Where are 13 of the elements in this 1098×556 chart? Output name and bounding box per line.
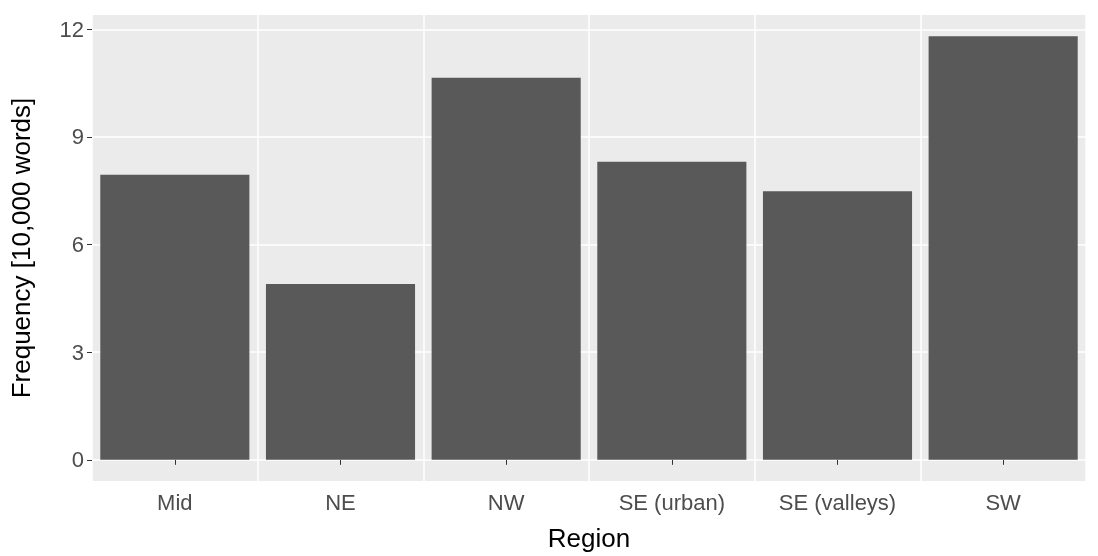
y-axis-title: Frequency [10,000 words]	[6, 97, 36, 399]
y-tick-label: 6	[71, 232, 84, 258]
y-tick-label: 3	[71, 339, 84, 365]
y-tick-label: 12	[59, 16, 84, 42]
y-tick-label: 0	[71, 447, 84, 473]
x-tick-label: SE (urban)	[618, 489, 726, 515]
x-axis-title: Region	[547, 523, 631, 553]
x-tick-label: SE (valleys)	[778, 489, 897, 515]
x-tick-label: NW	[487, 489, 525, 515]
y-tick-label: 9	[71, 124, 84, 150]
x-tick-label: Mid	[157, 489, 193, 515]
x-tick-label: NE	[325, 489, 356, 515]
x-tick-label: SW	[985, 489, 1022, 515]
